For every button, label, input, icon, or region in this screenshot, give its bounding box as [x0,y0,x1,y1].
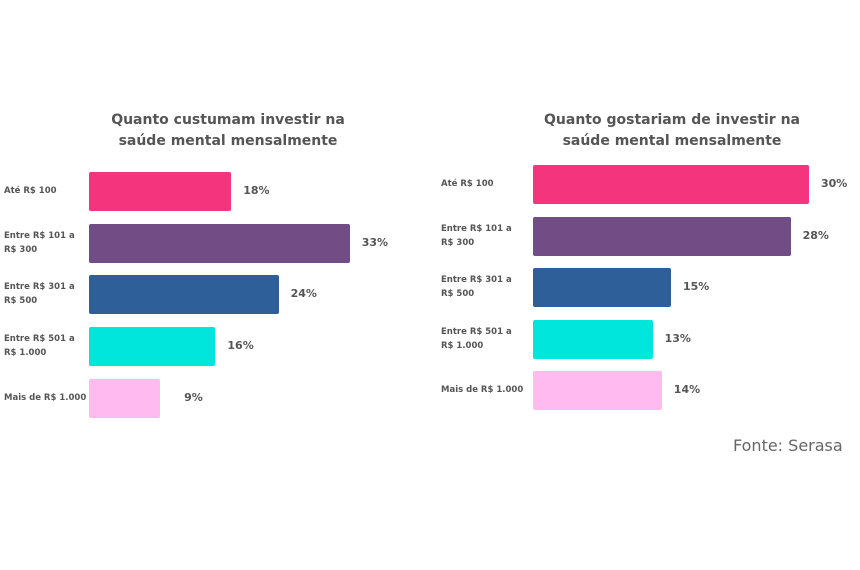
category-label: Entre R$ 501 a R$ 1.000 [441,326,512,351]
bar [533,216,791,256]
category-label: Entre R$ 301 a R$ 500 [4,282,75,307]
bar [533,371,662,411]
chart-title: Quanto custumam investir na saúde mental… [68,110,388,152]
data-label: 24% [290,287,317,301]
category-label: Até R$ 100 [4,186,57,196]
category-label: Entre R$ 101 a R$ 300 [441,223,512,248]
chart-title: Quanto gostariam de investir na saúde me… [512,110,832,152]
bar [533,319,653,359]
bar [533,165,809,204]
data-label: 15% [683,280,710,294]
data-label: 30% [821,177,848,190]
chart-title-line: saúde mental mensalmente [562,133,782,149]
source-note: Fonte: Serasa [733,436,843,455]
bar [533,268,671,308]
bar [89,172,232,211]
bar [89,327,216,367]
bar [89,275,279,315]
data-label: 16% [227,339,254,353]
bar [89,223,350,263]
data-label: 33% [361,235,389,249]
data-label: 9% [184,390,203,404]
bar [89,378,161,418]
category-label: Mais de R$ 1.000 [441,385,524,396]
data-label: 13% [664,331,691,345]
chart-title-line: saúde mental mensalmente [118,133,338,149]
category-label: Mais de R$ 1.000 [4,392,87,403]
data-label: 28% [802,228,829,242]
category-label: Entre R$ 501 a R$ 1.000 [4,334,75,359]
chart-title-line: Quanto gostariam de investir na [544,112,800,128]
category-label: Entre R$ 101 a R$ 300 [4,230,75,255]
category-label: Entre R$ 301 a R$ 500 [441,275,512,300]
data-label: 18% [243,184,270,197]
data-label: 14% [673,383,701,397]
category-label: Até R$ 100 [441,179,494,189]
chart-title-line: Quanto custumam investir na [111,112,345,128]
